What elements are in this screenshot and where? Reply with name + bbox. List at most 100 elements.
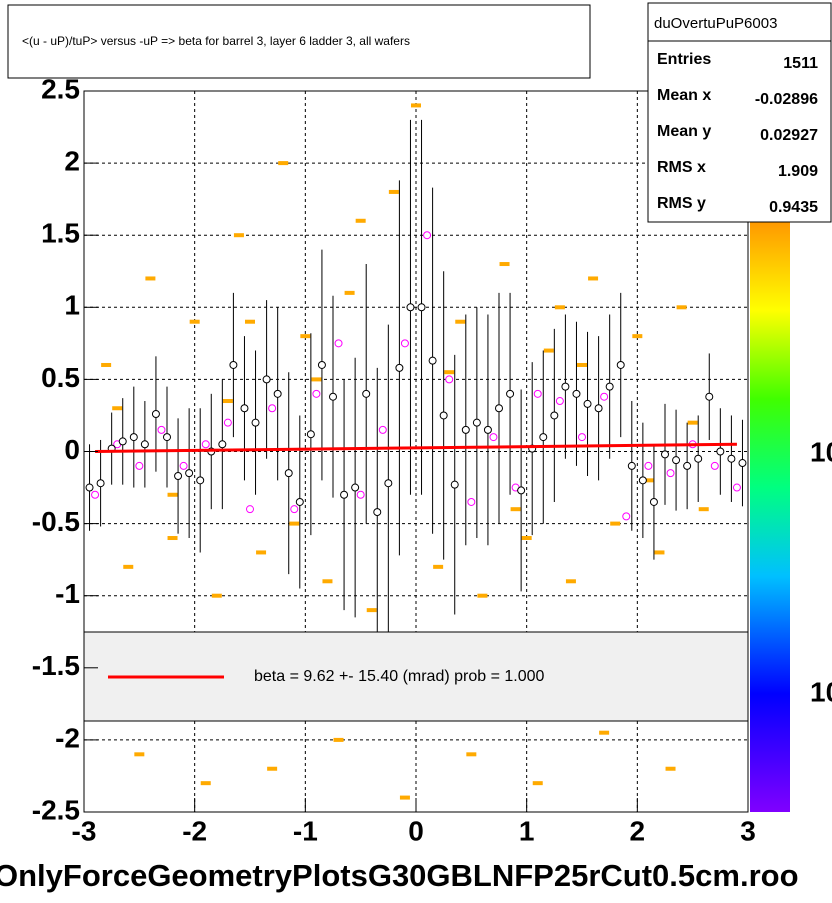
hist-cell — [698, 507, 709, 512]
profile-point — [727, 454, 736, 463]
marks — [85, 103, 747, 800]
profile-point — [240, 404, 249, 413]
hist-cell — [167, 536, 178, 541]
overlay-point — [710, 461, 719, 470]
profile-point — [340, 490, 349, 499]
y-tick-label: 2 — [64, 145, 80, 176]
hist-cell — [665, 766, 676, 771]
hist-cell — [101, 362, 112, 367]
profile-point — [129, 433, 138, 442]
profile-point — [395, 363, 404, 372]
y-tick-label: -2 — [55, 722, 80, 753]
x-tick-label: 2 — [630, 815, 646, 846]
profile-point — [705, 392, 714, 401]
hist-cell — [466, 752, 477, 757]
y-tick-label: -1 — [55, 578, 80, 609]
hist-cell — [577, 362, 587, 367]
overlay-point — [622, 512, 631, 521]
profile-point — [218, 440, 227, 449]
hist-cell — [322, 579, 333, 584]
profile-point — [229, 360, 238, 369]
hist-cell — [366, 608, 377, 613]
profile-point — [262, 375, 271, 384]
palette — [750, 222, 790, 812]
profile-point — [616, 360, 625, 369]
hist-cell — [510, 507, 521, 512]
stat-label: Mean x — [657, 87, 711, 104]
hist-cell — [643, 478, 654, 483]
profile-point — [495, 404, 503, 413]
overlay-point — [400, 339, 409, 348]
profile-point — [317, 360, 326, 369]
hist-cell — [610, 521, 621, 526]
hist-cell — [676, 305, 687, 310]
profile-point — [627, 461, 636, 470]
palette-label: 10 — [810, 676, 832, 707]
hist-cell — [245, 319, 255, 324]
overlay-point — [533, 389, 542, 398]
stat-label: Mean y — [657, 123, 711, 140]
profile-point — [373, 508, 382, 517]
overlay-point — [246, 505, 254, 514]
stat-value: 1511 — [783, 55, 818, 72]
stat-label: RMS y — [657, 195, 706, 212]
profile-point — [163, 433, 171, 442]
profile-point — [738, 459, 747, 468]
overlay-point — [489, 433, 498, 442]
profile-point — [506, 389, 515, 398]
hist-cell — [521, 536, 532, 541]
overlay-point — [644, 461, 653, 470]
profile-point — [439, 411, 448, 420]
hist-cell — [211, 593, 222, 598]
hist-cell — [300, 334, 311, 339]
overlay-point — [578, 433, 586, 442]
hist-cell — [256, 550, 267, 555]
hist-cell — [599, 730, 610, 735]
profile-point — [572, 389, 581, 398]
hist-cell — [411, 103, 421, 108]
hist-cell — [112, 406, 123, 411]
profile-point — [384, 479, 393, 488]
hist-cell — [145, 276, 156, 281]
y-tick-label: -0.5 — [32, 506, 80, 537]
footer: OnlyForceGeometryPlotsG30GBLNFP25rCut0.5… — [0, 858, 799, 893]
hist-cell — [222, 399, 233, 404]
y-tick-label: 0 — [64, 434, 80, 465]
profile-point — [251, 418, 260, 427]
profile-point — [417, 303, 426, 312]
x-tick-label: -2 — [182, 815, 207, 846]
overlay-point — [201, 440, 210, 449]
hist-cell — [233, 233, 244, 238]
profile-point — [406, 303, 415, 312]
overlay-point — [600, 392, 609, 401]
profile-point — [694, 454, 703, 463]
profile-point — [329, 392, 337, 401]
overlay-point — [732, 483, 741, 492]
overlay-point — [135, 461, 144, 470]
y-tick-label: 0.5 — [41, 362, 80, 393]
hist-cell — [588, 276, 599, 281]
overlay-point — [378, 425, 387, 434]
profile-point — [85, 483, 94, 492]
x-tick-label: 0 — [408, 815, 424, 846]
hist-cell — [278, 161, 289, 166]
hist-cell — [499, 262, 510, 267]
profile-point — [284, 469, 293, 478]
overlay-point — [445, 375, 454, 384]
fit-line — [95, 442, 737, 453]
legend-text: beta = 9.62 +- 15.40 (mrad) prob = 1.000 — [254, 668, 545, 685]
profile-point — [185, 469, 194, 478]
overlay-point — [157, 425, 166, 434]
profile-point — [483, 425, 492, 434]
profile-point — [672, 456, 681, 465]
overlay-point — [312, 389, 321, 398]
y-tick-label: -2.5 — [32, 794, 80, 825]
overlay-point — [467, 497, 476, 506]
overlay-point — [268, 404, 277, 413]
profile-point — [151, 410, 160, 419]
stats-box — [647, 2, 832, 223]
profile-point — [550, 411, 559, 420]
stats-name: duOvertuPuP6003 — [654, 15, 777, 32]
x-tick-label: -1 — [293, 815, 318, 846]
hist-cell — [687, 420, 698, 425]
